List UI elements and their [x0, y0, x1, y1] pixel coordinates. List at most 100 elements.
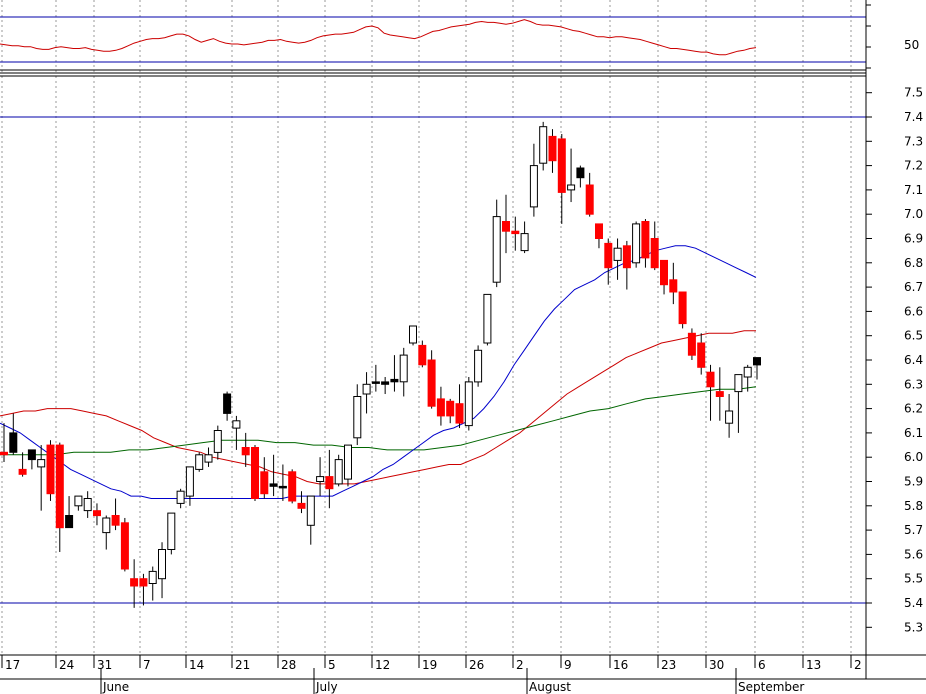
candle-body — [325, 476, 334, 490]
candle-body — [669, 279, 678, 293]
candle-body — [446, 400, 455, 417]
candle-body — [241, 447, 250, 456]
candle — [158, 542, 166, 599]
price-tick-label: 5.6 — [904, 547, 923, 561]
rsi-tick-label: 50 — [904, 38, 919, 52]
candle-body — [251, 447, 259, 499]
date-tick-label: 2 — [516, 658, 524, 672]
candle — [687, 328, 696, 360]
candle — [483, 293, 492, 346]
candle — [251, 445, 259, 501]
candle — [74, 495, 83, 511]
candle-body — [632, 223, 641, 264]
candle-body — [46, 444, 55, 495]
candle-body — [0, 451, 8, 456]
candle-body — [297, 502, 306, 509]
candle — [613, 238, 622, 280]
candle-body — [148, 570, 157, 585]
candle-body — [613, 247, 622, 261]
candle — [502, 194, 510, 254]
candle-body — [74, 495, 83, 507]
candle-body — [176, 490, 185, 504]
candle-body — [585, 184, 594, 215]
moving-average-mid-line — [0, 330, 756, 485]
candle — [185, 466, 194, 506]
candle — [381, 377, 390, 395]
candle-body — [269, 483, 278, 487]
date-tick-label: 13 — [806, 658, 821, 672]
candle — [567, 148, 576, 203]
candle — [130, 559, 139, 608]
candle-body — [595, 223, 603, 239]
price-tick-label: 6.1 — [904, 426, 923, 440]
candle — [548, 129, 557, 173]
candle-body — [715, 391, 724, 398]
candle — [55, 442, 64, 552]
candle-body — [130, 578, 139, 587]
candle-body — [725, 410, 734, 424]
price-tick-label: 6.4 — [904, 353, 923, 367]
candle — [409, 325, 417, 346]
candle-body — [55, 444, 64, 529]
price-tick-label: 7.4 — [904, 110, 923, 124]
candle-body — [158, 549, 166, 580]
candle — [660, 259, 668, 295]
candle — [632, 221, 641, 268]
candle — [427, 350, 436, 409]
candle-body — [557, 138, 566, 193]
candle — [678, 291, 687, 329]
candle-body — [687, 332, 696, 356]
candle-body — [102, 517, 111, 534]
candle-body — [195, 454, 204, 470]
candle — [325, 449, 334, 509]
price-tick-label: 5.4 — [904, 596, 923, 610]
candle — [390, 355, 399, 392]
candle — [715, 367, 724, 421]
price-tick-label: 7.3 — [904, 134, 923, 148]
candle — [46, 440, 55, 501]
candle-body — [65, 515, 74, 529]
candle-body — [548, 135, 557, 162]
candle — [585, 172, 594, 217]
candle-body — [381, 381, 390, 385]
candle-body — [167, 512, 176, 550]
candle — [260, 457, 269, 499]
candle-body — [678, 291, 687, 325]
candle-body — [706, 371, 715, 388]
candle-body — [390, 378, 399, 383]
candle — [455, 384, 464, 429]
candle — [111, 498, 120, 531]
price-tick-label: 6.2 — [904, 402, 923, 416]
price-tick-label: 5.5 — [904, 572, 923, 586]
candle-body — [576, 167, 585, 179]
candle — [232, 415, 241, 450]
candle — [27, 449, 36, 470]
candle — [753, 357, 761, 380]
candle — [595, 223, 603, 249]
price-tick-label: 5.7 — [904, 523, 923, 537]
candle-body — [520, 233, 529, 252]
candle-body — [529, 165, 538, 208]
candle — [0, 423, 8, 463]
candle — [278, 464, 287, 501]
candle-body — [83, 498, 92, 512]
candle — [176, 488, 185, 509]
candle — [241, 432, 250, 467]
candle — [148, 566, 157, 601]
candle — [83, 491, 92, 518]
candle — [344, 444, 352, 487]
candle-body — [455, 403, 464, 424]
candle-body — [362, 383, 371, 395]
candle — [539, 121, 548, 171]
candle-body — [399, 354, 408, 383]
candle — [492, 199, 501, 288]
price-tick-label: 7.5 — [904, 86, 923, 100]
candle — [306, 495, 315, 545]
candle-body — [427, 359, 436, 407]
date-tick-label: 28 — [281, 658, 296, 672]
moving-average-long-line — [0, 386, 757, 456]
date-tick-label: 16 — [613, 658, 628, 672]
candle — [557, 134, 566, 224]
